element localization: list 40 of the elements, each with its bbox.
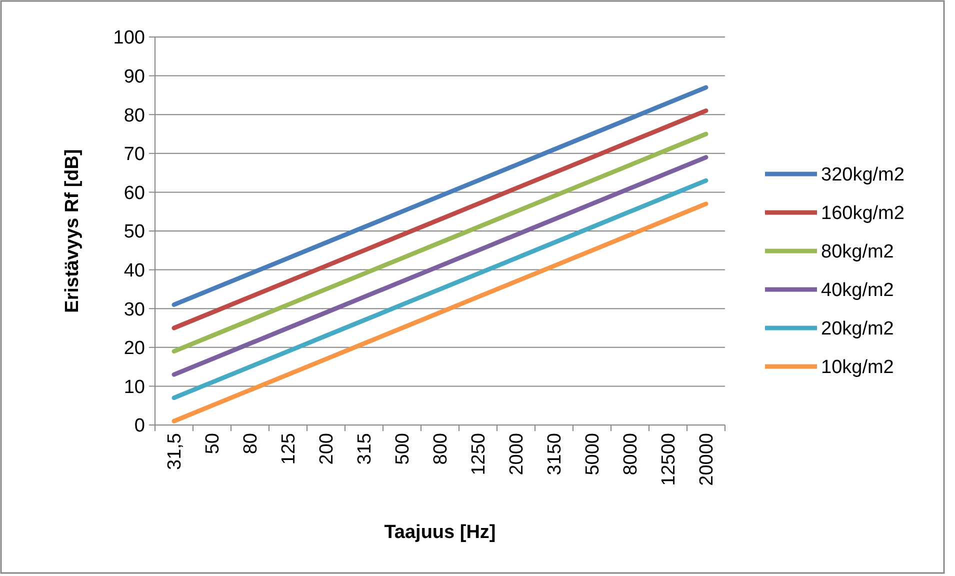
y-tick-label: 80 [124,105,145,126]
x-tick-label: 2000 [506,433,528,476]
x-tick-label: 200 [316,433,338,465]
x-tick-label: 800 [430,433,452,465]
y-tick-label: 30 [124,299,145,320]
y-tick-label: 50 [124,222,145,243]
y-tick-label: 70 [124,144,145,166]
line-series [172,178,708,400]
x-tick-label: 315 [354,433,376,465]
legend-label: 40kg/m2 [821,280,894,302]
x-tick-label: 500 [392,433,414,465]
x-tick-label: 8000 [620,433,642,476]
y-tick-label: 10 [124,376,145,398]
line-series [172,202,708,424]
legend-label: 20kg/m2 [821,318,894,340]
x-tick-label: 3150 [544,433,566,476]
line-series [172,132,708,354]
y-tick-label: 60 [124,182,145,204]
y-tick-label: 0 [134,416,145,437]
y-tick-label: 40 [124,260,145,282]
x-tick-label: 31,5 [164,433,186,470]
x-tick-label: 125 [278,433,300,465]
x-tick-label: 80 [240,433,262,454]
y-tick-label: 90 [124,66,145,88]
legend-label: 320kg/m2 [821,164,904,186]
line-series [172,85,708,307]
legend-label: 10kg/m2 [821,357,894,378]
x-tick-label: 12500 [658,433,680,486]
x-tick-label: 5000 [582,433,604,476]
line-series [172,155,708,377]
x-tick-label: 1250 [468,433,490,476]
x-axis-title: Taajuus [Hz] [384,522,496,543]
x-tick-label: 50 [202,433,224,454]
x-tick-label: 20000 [696,433,718,486]
line-series [172,108,708,330]
y-tick-label: 20 [124,338,145,360]
legend-label: 80kg/m2 [821,242,894,263]
y-axis-title: Eristävyys Rf [dB] [62,149,83,313]
y-tick-label: 100 [113,28,145,49]
legend-label: 160kg/m2 [821,203,904,224]
